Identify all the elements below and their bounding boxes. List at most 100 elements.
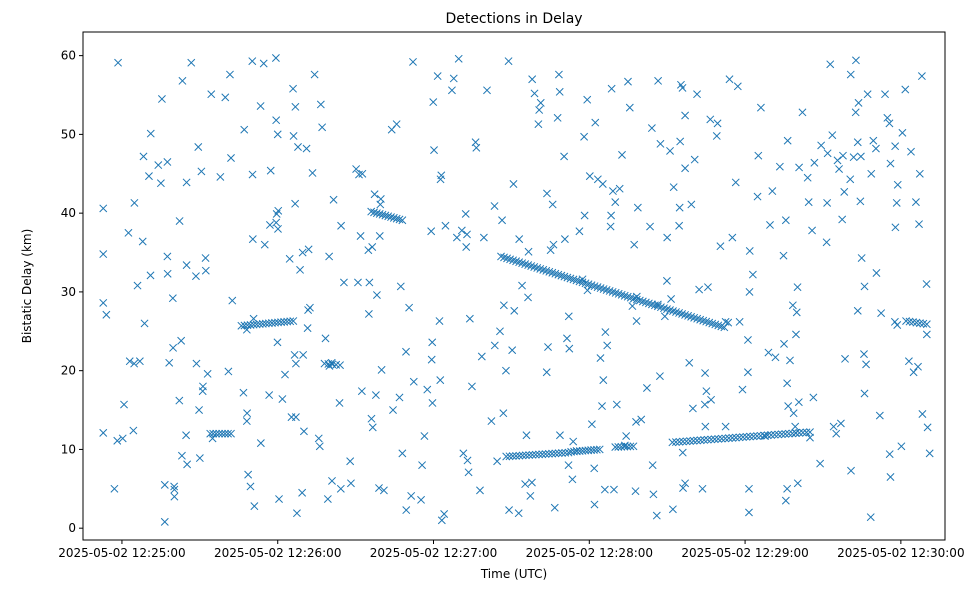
detection-marker: [892, 198, 901, 207]
detection-marker: [784, 429, 793, 438]
detection-marker: [316, 100, 325, 109]
detection-marker: [264, 319, 273, 328]
detection-marker: [512, 451, 521, 460]
detection-marker: [839, 151, 847, 160]
detection-marker: [335, 399, 344, 407]
detection-marker: [638, 297, 647, 306]
x-tick-label: 2025-05-02 12:26:00: [214, 546, 341, 560]
detection-marker: [525, 451, 534, 460]
detection-marker: [531, 450, 540, 459]
detection-marker: [883, 113, 892, 122]
detection-marker: [409, 377, 418, 386]
detection-marker: [138, 237, 147, 246]
detection-marker: [860, 389, 869, 398]
detection-marker: [554, 449, 563, 458]
detection-marker: [356, 232, 365, 240]
detection-marker: [781, 496, 790, 505]
detection-marker: [429, 98, 438, 107]
detection-marker: [768, 187, 777, 196]
detection-marker: [555, 87, 564, 96]
detection-marker: [465, 314, 474, 323]
detection-marker: [804, 198, 813, 207]
detection-marker: [428, 399, 437, 407]
y-tick-label: 30: [61, 285, 76, 299]
detection-marker: [781, 216, 790, 225]
detection-marker: [463, 230, 471, 239]
detection-marker: [626, 442, 635, 451]
detection-marker: [783, 484, 792, 493]
detection-marker: [745, 508, 753, 517]
detection-marker: [504, 57, 513, 66]
detection-marker: [608, 187, 617, 196]
detection-marker: [784, 402, 793, 411]
detection-marker: [922, 280, 931, 288]
detection-marker: [591, 118, 600, 127]
detection-marker: [696, 436, 705, 445]
detection-marker: [580, 211, 589, 220]
detection-marker: [490, 202, 499, 211]
detection-marker: [580, 132, 589, 141]
detection-marker: [472, 143, 481, 152]
detection-marker: [898, 128, 907, 137]
detection-marker: [764, 348, 773, 357]
detection-marker: [922, 330, 931, 339]
detection-marker: [748, 270, 757, 279]
detection-marker: [524, 261, 533, 270]
detection-marker: [569, 275, 578, 284]
detection-marker: [461, 209, 470, 218]
detection-marker: [545, 267, 554, 276]
detection-marker: [753, 432, 762, 440]
detection-marker: [556, 431, 564, 440]
detection-marker: [255, 320, 264, 329]
detection-marker: [655, 372, 664, 381]
detection-marker: [420, 432, 429, 440]
detection-marker: [810, 158, 819, 167]
detection-marker: [625, 103, 634, 112]
detection-marker: [195, 454, 204, 463]
detection-marker: [291, 102, 300, 111]
detection-marker: [244, 470, 253, 479]
detection-marker: [701, 369, 710, 377]
detection-marker: [534, 120, 543, 129]
detection-marker: [687, 200, 696, 209]
detection-marker: [477, 352, 486, 361]
detection-marker: [437, 516, 446, 525]
detection-marker: [909, 368, 918, 377]
detection-marker: [273, 338, 282, 347]
detection-marker: [321, 334, 330, 343]
detection-marker: [291, 199, 300, 208]
detection-marker: [194, 143, 203, 151]
detection-marker: [423, 385, 432, 394]
detection-marker: [602, 286, 611, 294]
detection-marker: [402, 506, 411, 515]
detection-marker: [389, 406, 397, 415]
detection-marker: [780, 339, 788, 348]
detection-marker: [703, 435, 712, 444]
detection-marker: [228, 296, 237, 305]
detection-marker: [272, 218, 281, 227]
detection-marker: [583, 95, 592, 104]
detection-marker: [925, 449, 934, 458]
detection-marker: [841, 354, 849, 363]
detection-marker: [428, 338, 437, 347]
x-axis: 2025-05-02 12:25:00 2025-05-02 12:26:00 20…: [58, 540, 965, 560]
detection-marker: [713, 119, 722, 128]
detection-marker: [738, 433, 747, 442]
detection-marker: [240, 125, 249, 134]
detection-marker: [690, 313, 699, 322]
detection-marker: [724, 434, 733, 443]
detection-marker: [433, 72, 442, 81]
detection-marker: [678, 309, 687, 318]
detection-marker: [483, 86, 491, 95]
detection-marker: [281, 370, 289, 379]
detection-marker: [182, 261, 191, 270]
detection-marker: [789, 409, 798, 418]
detection-marker: [368, 423, 377, 432]
detection-marker: [568, 475, 577, 484]
detection-marker: [549, 240, 558, 249]
detection-marker: [642, 384, 651, 392]
detection-marker: [749, 432, 758, 441]
detection-marker: [753, 192, 762, 201]
detection-marker: [118, 434, 127, 443]
detection-marker: [863, 90, 872, 99]
